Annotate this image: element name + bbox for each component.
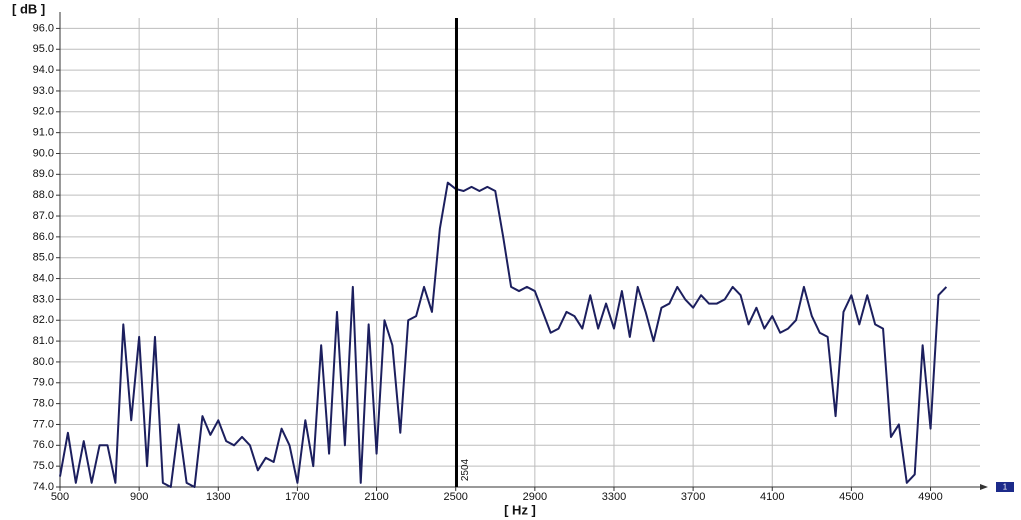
x-tick-label: 1300: [206, 491, 230, 503]
y-tick-label: 76.0: [33, 439, 54, 451]
x-tick-label: 2500: [443, 491, 467, 503]
y-axis-label: [ dB ]: [12, 1, 45, 16]
x-tick-label: 4900: [918, 491, 942, 503]
y-tick-label: 80.0: [33, 356, 54, 368]
y-tick-label: 75.0: [33, 460, 54, 472]
marker-box: [996, 482, 1014, 492]
x-tick-label: 2100: [364, 491, 388, 503]
x-tick-label: 3300: [602, 491, 626, 503]
x-axis-label: [ Hz ]: [504, 502, 536, 517]
y-tick-label: 92.0: [33, 106, 54, 118]
x-tick-label: 4500: [839, 491, 863, 503]
y-tick-label: 83.0: [33, 293, 54, 305]
x-tick-label: 2900: [523, 491, 547, 503]
axis-arrow: [980, 484, 988, 490]
y-tick-label: 94.0: [33, 64, 54, 76]
y-tick-label: 91.0: [33, 127, 54, 139]
y-tick-label: 85.0: [33, 252, 54, 264]
x-tick-label: 3700: [681, 491, 705, 503]
y-tick-label: 95.0: [33, 43, 54, 55]
cursor-label: 2504: [460, 458, 471, 481]
y-tick-label: 93.0: [33, 85, 54, 97]
y-tick-label: 79.0: [33, 377, 54, 389]
y-tick-label: 89.0: [33, 168, 54, 180]
y-tick-label: 74.0: [33, 481, 54, 493]
y-tick-label: 78.0: [33, 398, 54, 410]
y-tick-label: 86.0: [33, 231, 54, 243]
x-tick-label: 900: [130, 491, 148, 503]
x-tick-label: 500: [51, 491, 69, 503]
y-tick-label: 82.0: [33, 314, 54, 326]
spectrum-line: [59, 181, 948, 488]
y-tick-label: 84.0: [33, 272, 54, 284]
y-tick-label: 90.0: [33, 147, 54, 159]
y-tick-label: 81.0: [33, 335, 54, 347]
y-tick-label: 87.0: [33, 210, 54, 222]
y-tick-label: 77.0: [33, 418, 54, 430]
marker-label: 1: [1003, 483, 1008, 492]
y-tick-label: 88.0: [33, 189, 54, 201]
y-tick-label: 96.0: [33, 22, 54, 34]
x-tick-label: 1700: [285, 491, 309, 503]
x-tick-label: 4100: [760, 491, 784, 503]
